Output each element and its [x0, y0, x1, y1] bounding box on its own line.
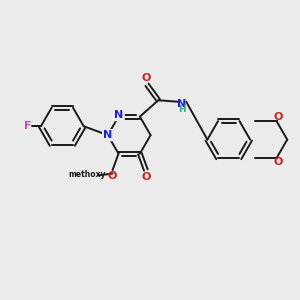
Text: F: F — [24, 121, 32, 131]
Text: O: O — [108, 171, 117, 181]
Text: O: O — [142, 73, 151, 83]
Text: O: O — [142, 172, 151, 182]
Text: N: N — [178, 99, 187, 109]
Text: N: N — [103, 130, 112, 140]
Text: O: O — [273, 112, 283, 122]
Text: N: N — [115, 110, 124, 120]
Text: O: O — [273, 157, 283, 167]
Text: H: H — [178, 105, 186, 114]
Text: methoxy: methoxy — [68, 170, 106, 179]
